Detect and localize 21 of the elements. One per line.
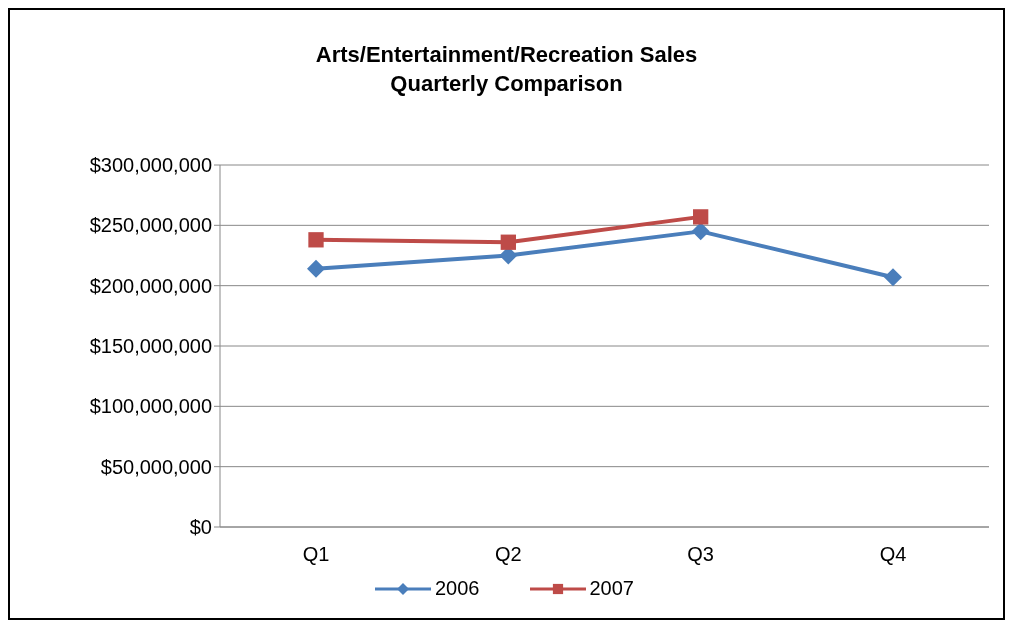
x-tick-label: Q3 bbox=[687, 543, 715, 566]
point bbox=[691, 222, 710, 241]
y-tick-label: $100,000,000 bbox=[89, 395, 212, 418]
y-tick-label: $50,000,000 bbox=[100, 455, 212, 478]
y-tick-label: $0 bbox=[189, 516, 212, 539]
legend-label: 2007 bbox=[589, 577, 634, 600]
chart-subtitle: Quarterly Comparison bbox=[389, 70, 624, 98]
point bbox=[308, 232, 324, 248]
x-tick-label: Q4 bbox=[879, 543, 907, 566]
point bbox=[884, 268, 902, 287]
legend-label: 2006 bbox=[435, 577, 480, 600]
y-tick-label: $150,000,000 bbox=[89, 335, 212, 358]
point bbox=[693, 209, 709, 225]
x-tick-label: Q2 bbox=[494, 543, 522, 566]
y-tick-label: $250,000,000 bbox=[89, 214, 212, 237]
y-tick-label: $200,000,000 bbox=[89, 274, 212, 297]
point bbox=[307, 259, 325, 278]
chart-title: Arts/Entertainment/Recreation Sales bbox=[314, 41, 699, 69]
point bbox=[500, 234, 516, 250]
y-tick-label: $300,000,000 bbox=[89, 154, 212, 177]
x-tick-label: Q1 bbox=[302, 543, 330, 566]
